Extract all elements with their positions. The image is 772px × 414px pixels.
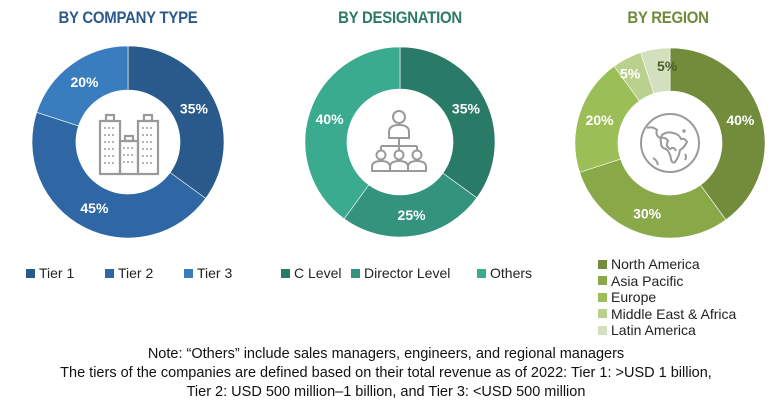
legend-swatch (598, 309, 607, 319)
legend-swatch (281, 268, 290, 278)
slice-director-level (343, 172, 478, 238)
chart-title-company-type: BY COMPANY TYPE (58, 8, 198, 27)
chart-title-region: BY REGION (627, 8, 709, 27)
legend-item-tier-3: Tier 3 (184, 265, 232, 281)
legend-item-asia-pacific: Asia Pacific (598, 273, 736, 290)
legend-label: North America (611, 256, 700, 272)
data-label-director-level: 25% (398, 207, 427, 223)
donut-region: 40% 30% 20% 5% 5% (574, 47, 766, 239)
note-tiers-line-1: The tiers of the companies are defined b… (60, 365, 712, 381)
slice-latin-america (640, 47, 671, 94)
legend-swatch (351, 268, 360, 278)
slice-asia-pacific (579, 158, 727, 239)
legend-label: Tier 3 (197, 265, 233, 281)
data-label-tier-1: 35% (180, 100, 209, 116)
legend-label: Latin America (611, 322, 696, 338)
legend-item-europe: Europe (598, 289, 736, 306)
legend-label: Europe (611, 289, 657, 305)
legend-swatch (598, 259, 607, 269)
legend-item-c-level: C Level (281, 265, 351, 281)
slice-c-level (399, 46, 496, 199)
legend-swatch (477, 268, 486, 278)
legend-item-tier-2: Tier 2 (105, 265, 184, 281)
legend-label: Asia Pacific (611, 272, 684, 289)
legend-item-director-level: Director Level (351, 265, 477, 281)
legend-item-tier-1: Tier 1 (26, 265, 105, 281)
legend-designation: C Level Director Level Others (281, 265, 532, 281)
legend-swatch (598, 325, 607, 335)
legend-swatch (26, 268, 35, 278)
data-label-middle-east-africa: 5% (620, 66, 641, 82)
data-label-c-level: 35% (452, 100, 481, 116)
note-others: Note: “Others” include sales managers, e… (147, 346, 625, 362)
legend-swatch (184, 268, 193, 278)
slice-tier-1 (127, 45, 225, 199)
slice-others (304, 46, 401, 220)
note-tiers-line-2: Tier 2: USD 500 million–1 billion, and T… (186, 384, 586, 400)
slice-tier-2 (31, 111, 207, 239)
donut-company-type: 35% 45% 20% (31, 45, 225, 239)
legend-label: Tier 1 (39, 265, 75, 281)
chart-title-designation: BY DESIGNATION (338, 8, 462, 27)
legend-label: Others (490, 265, 533, 281)
donut-designation: 35% 25% 40% (304, 46, 496, 238)
legend-swatch (105, 268, 114, 278)
legend-region: North America Asia Pacific Europe Middle… (598, 256, 736, 339)
legend-label: Middle East & Africa (611, 305, 737, 322)
buildings-icon (98, 113, 160, 176)
legend-company-type: Tier 1 Tier 2 Tier 3 (26, 265, 232, 281)
data-label-latin-america: 5% (657, 58, 678, 74)
footnotes: Note: “Others” include sales managers, e… (0, 345, 772, 402)
legend-swatch (598, 276, 607, 286)
data-label-others: 40% (316, 111, 345, 127)
data-label-tier-3: 20% (70, 74, 99, 90)
slice-north-america (669, 47, 766, 221)
legend-item-north-america: North America (598, 256, 736, 273)
data-label-tier-2: 45% (80, 200, 109, 216)
data-label-north-america: 40% (726, 112, 755, 128)
legend-label: Tier 2 (118, 265, 154, 281)
legend-swatch (598, 292, 607, 302)
data-label-asia-pacific: 30% (633, 205, 662, 221)
donut-charts: 35% 45% 20% 35% 25% 40% 40% 30% 20% 5% 5% (31, 45, 766, 239)
slice-tier-3 (36, 45, 129, 127)
legend-item-middle-east-africa: Middle East & Africa (598, 306, 736, 323)
globe-icon (640, 113, 700, 173)
org-hierarchy-icon (371, 110, 427, 172)
data-label-europe: 20% (586, 112, 615, 128)
legend-label: C Level (294, 265, 342, 281)
legend-label: Director Level (364, 265, 451, 281)
legend-item-latin-america: Latin America (598, 322, 736, 339)
legend-item-others: Others (477, 265, 532, 281)
